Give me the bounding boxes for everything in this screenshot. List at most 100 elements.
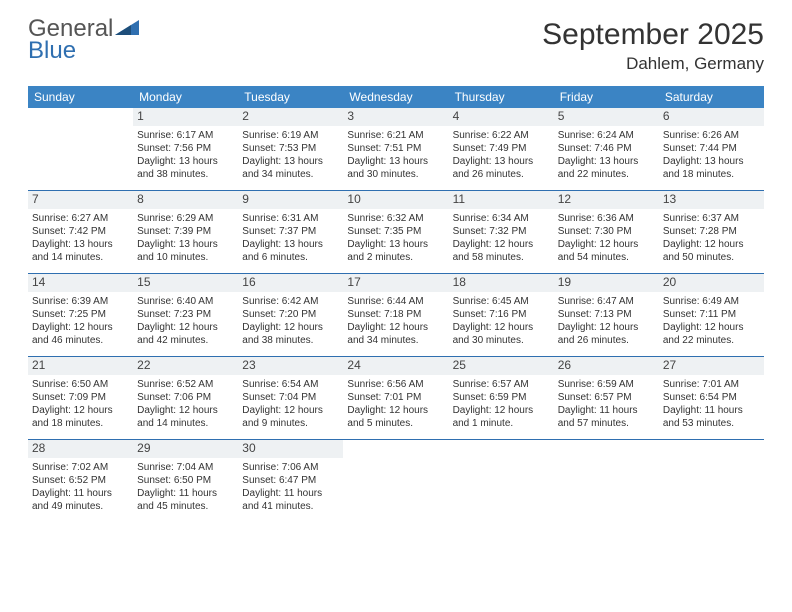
day-daylight: Daylight: 12 hours and 30 minutes. (453, 321, 550, 347)
day-sunset: Sunset: 7:23 PM (137, 308, 234, 321)
day-cell: 22Sunrise: 6:52 AMSunset: 7:06 PMDayligh… (133, 357, 238, 439)
day-cell: 1Sunrise: 6:17 AMSunset: 7:56 PMDaylight… (133, 108, 238, 190)
day-number: 30 (238, 440, 343, 458)
day-cell: 15Sunrise: 6:40 AMSunset: 7:23 PMDayligh… (133, 274, 238, 356)
day-sunset: Sunset: 7:16 PM (453, 308, 550, 321)
day-sunrise: Sunrise: 6:52 AM (137, 378, 234, 391)
day-sunset: Sunset: 7:39 PM (137, 225, 234, 238)
weeks-container: 1Sunrise: 6:17 AMSunset: 7:56 PMDaylight… (28, 108, 764, 522)
day-daylight: Daylight: 12 hours and 46 minutes. (32, 321, 129, 347)
day-sunrise: Sunrise: 7:02 AM (32, 461, 129, 474)
day-of-week: Saturday (659, 86, 764, 108)
day-number: 2 (238, 108, 343, 126)
day-number (659, 440, 764, 458)
day-sunset: Sunset: 7:44 PM (663, 142, 760, 155)
day-number: 12 (554, 191, 659, 209)
day-sunset: Sunset: 7:28 PM (663, 225, 760, 238)
day-of-week: Friday (554, 86, 659, 108)
day-cell: 18Sunrise: 6:45 AMSunset: 7:16 PMDayligh… (449, 274, 554, 356)
day-sunrise: Sunrise: 7:04 AM (137, 461, 234, 474)
day-number: 9 (238, 191, 343, 209)
day-daylight: Daylight: 13 hours and 6 minutes. (242, 238, 339, 264)
day-cell: 28Sunrise: 7:02 AMSunset: 6:52 PMDayligh… (28, 440, 133, 522)
day-cell: 2Sunrise: 6:19 AMSunset: 7:53 PMDaylight… (238, 108, 343, 190)
day-sunrise: Sunrise: 6:24 AM (558, 129, 655, 142)
day-number: 5 (554, 108, 659, 126)
day-number: 17 (343, 274, 448, 292)
day-number (554, 440, 659, 458)
day-number: 11 (449, 191, 554, 209)
day-cell: 29Sunrise: 7:04 AMSunset: 6:50 PMDayligh… (133, 440, 238, 522)
day-of-week: Tuesday (238, 86, 343, 108)
day-number: 10 (343, 191, 448, 209)
day-number: 24 (343, 357, 448, 375)
day-daylight: Daylight: 13 hours and 30 minutes. (347, 155, 444, 181)
day-sunrise: Sunrise: 6:37 AM (663, 212, 760, 225)
day-daylight: Daylight: 13 hours and 18 minutes. (663, 155, 760, 181)
day-daylight: Daylight: 12 hours and 5 minutes. (347, 404, 444, 430)
day-cell (343, 440, 448, 522)
week-row: 7Sunrise: 6:27 AMSunset: 7:42 PMDaylight… (28, 191, 764, 274)
day-cell: 24 Sunrise: 6:56 AMSunset: 7:01 PMDayligh… (343, 357, 448, 439)
day-sunrise: Sunrise: 6:26 AM (663, 129, 760, 142)
day-daylight: Daylight: 11 hours and 41 minutes. (242, 487, 339, 513)
day-number: 22 (133, 357, 238, 375)
day-cell: 16Sunrise: 6:42 AMSunset: 7:20 PMDayligh… (238, 274, 343, 356)
day-cell: 11Sunrise: 6:34 AMSunset: 7:32 PMDayligh… (449, 191, 554, 273)
day-daylight: Daylight: 12 hours and 9 minutes. (242, 404, 339, 430)
day-sunrise: Sunrise: 6:32 AM (347, 212, 444, 225)
day-cell: 12Sunrise: 6:36 AMSunset: 7:30 PMDayligh… (554, 191, 659, 273)
day-number: 18 (449, 274, 554, 292)
day-sunrise: Sunrise: 6:44 AM (347, 295, 444, 308)
day-sunrise: Sunrise: 6:21 AM (347, 129, 444, 142)
day-cell: 19Sunrise: 6:47 AMSunset: 7:13 PMDayligh… (554, 274, 659, 356)
day-daylight: Daylight: 11 hours and 49 minutes. (32, 487, 129, 513)
day-cell: 4Sunrise: 6:22 AMSunset: 7:49 PMDaylight… (449, 108, 554, 190)
day-cell: 10Sunrise: 6:32 AMSunset: 7:35 PMDayligh… (343, 191, 448, 273)
day-sunset: Sunset: 7:32 PM (453, 225, 550, 238)
day-cell: 6Sunrise: 6:26 AMSunset: 7:44 PMDaylight… (659, 108, 764, 190)
day-daylight: Daylight: 12 hours and 42 minutes. (137, 321, 234, 347)
day-sunrise: Sunrise: 6:31 AM (242, 212, 339, 225)
day-sunrise: Sunrise: 6:50 AM (32, 378, 129, 391)
logo-text-2: Blue (28, 40, 113, 62)
day-number: 28 (28, 440, 133, 458)
day-of-week: Wednesday (343, 86, 448, 108)
day-number: 13 (659, 191, 764, 209)
day-cell: 21Sunrise: 6:50 AMSunset: 7:09 PMDayligh… (28, 357, 133, 439)
day-daylight: Daylight: 12 hours and 22 minutes. (663, 321, 760, 347)
day-daylight: Daylight: 12 hours and 34 minutes. (347, 321, 444, 347)
day-sunset: Sunset: 6:59 PM (453, 391, 550, 404)
day-cell: 8Sunrise: 6:29 AMSunset: 7:39 PMDaylight… (133, 191, 238, 273)
day-number: 7 (28, 191, 133, 209)
day-cell: 26Sunrise: 6:59 AMSunset: 6:57 PMDayligh… (554, 357, 659, 439)
day-daylight: Daylight: 11 hours and 57 minutes. (558, 404, 655, 430)
day-number: 20 (659, 274, 764, 292)
day-daylight: Daylight: 13 hours and 22 minutes. (558, 155, 655, 181)
day-daylight: Daylight: 13 hours and 34 minutes. (242, 155, 339, 181)
day-cell: 14Sunrise: 6:39 AMSunset: 7:25 PMDayligh… (28, 274, 133, 356)
day-sunrise: Sunrise: 6:59 AM (558, 378, 655, 391)
day-sunset: Sunset: 7:01 PM (347, 391, 444, 404)
day-sunrise: Sunrise: 7:06 AM (242, 461, 339, 474)
day-cell: 30 Sunrise: 7:06 AMSunset: 6:47 PMDayligh… (238, 440, 343, 522)
day-daylight: Daylight: 12 hours and 50 minutes. (663, 238, 760, 264)
day-number: 16 (238, 274, 343, 292)
day-cell (28, 108, 133, 190)
day-cell (554, 440, 659, 522)
day-sunrise: Sunrise: 6:54 AM (242, 378, 339, 391)
day-number: 25 (449, 357, 554, 375)
week-row: 28Sunrise: 7:02 AMSunset: 6:52 PMDayligh… (28, 440, 764, 522)
week-row: 21Sunrise: 6:50 AMSunset: 7:09 PMDayligh… (28, 357, 764, 440)
day-cell: 20Sunrise: 6:49 AMSunset: 7:11 PMDayligh… (659, 274, 764, 356)
day-of-week-header: SundayMondayTuesdayWednesdayThursdayFrid… (28, 86, 764, 108)
day-sunset: Sunset: 7:13 PM (558, 308, 655, 321)
day-cell: 27Sunrise: 7:01 AMSunset: 6:54 PMDayligh… (659, 357, 764, 439)
day-cell: 13 Sunrise: 6:37 AMSunset: 7:28 PMDayligh… (659, 191, 764, 273)
day-sunset: Sunset: 6:47 PM (242, 474, 339, 487)
day-number: 26 (554, 357, 659, 375)
day-daylight: Daylight: 12 hours and 14 minutes. (137, 404, 234, 430)
day-sunrise: Sunrise: 6:56 AM (347, 378, 444, 391)
day-of-week: Sunday (28, 86, 133, 108)
day-of-week: Thursday (449, 86, 554, 108)
